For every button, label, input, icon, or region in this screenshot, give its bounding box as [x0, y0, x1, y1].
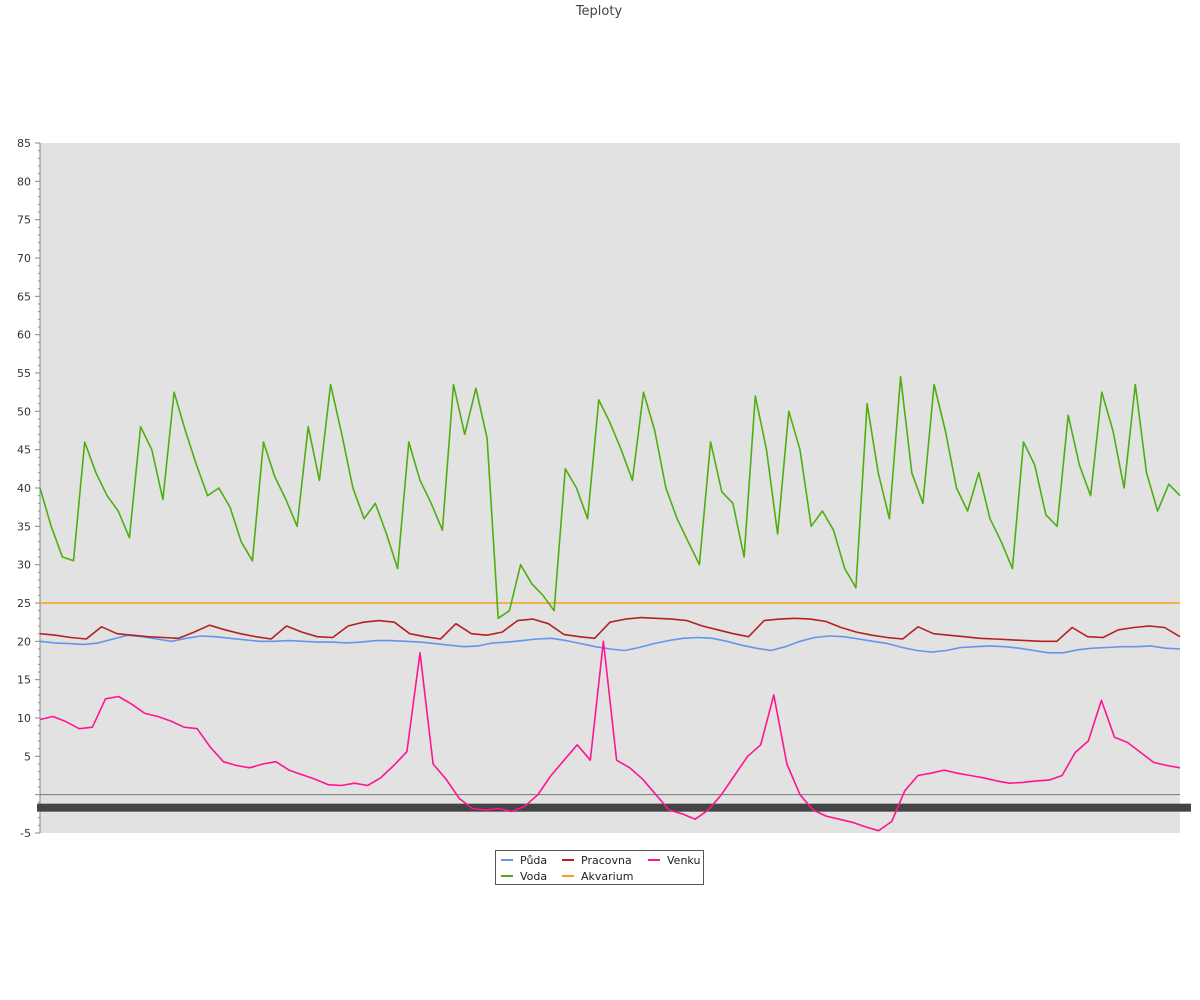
legend-item-pracovna: Pracovna: [562, 854, 632, 867]
y-tick-label: 45: [17, 444, 31, 457]
y-tick-label: 50: [17, 405, 31, 418]
legend-label-venku: Venku: [667, 854, 701, 867]
y-tick-label: 5: [24, 750, 31, 763]
y-tick-label: 20: [17, 635, 31, 648]
y-tick-label: -5: [20, 827, 31, 840]
y-tick-label: 65: [17, 290, 31, 303]
legend-swatch-pracovna: [562, 859, 574, 861]
y-tick-label: 60: [17, 329, 31, 342]
legend-swatch-akvarium: [562, 875, 574, 877]
legend-label-pracovna: Pracovna: [581, 854, 632, 867]
chart-title: Teploty: [575, 4, 623, 19]
y-axis: -5 5 10 15 20 25 30 35 40 45 50 55 60 65 70 75 80 85: [17, 137, 41, 840]
y-tick-label: 70: [17, 252, 31, 265]
x-tick-labels-band: [37, 803, 1191, 812]
legend-label-voda: Voda: [520, 870, 548, 883]
x-axis: [37, 794, 1191, 812]
y-tick-label: 30: [17, 559, 31, 572]
y-tick-label: 25: [17, 597, 31, 610]
plot-area: [40, 143, 1180, 833]
y-tick-label: 75: [17, 214, 31, 227]
legend-item-puda: Půda: [501, 854, 547, 867]
series-line-voda: [39, 375, 1181, 620]
legend: Půda Pracovna Venku Voda Akvarium: [495, 850, 704, 885]
series-line-venku: [39, 640, 1181, 832]
legend-swatch-puda: [501, 859, 513, 861]
series-line-pracovna: [39, 616, 1181, 643]
legend-item-voda: Voda: [501, 870, 547, 883]
legend-swatch-venku: [648, 859, 660, 861]
y-tick-label: 85: [17, 137, 31, 150]
y-tick-label: 15: [17, 674, 31, 687]
series-layer: [39, 375, 1181, 832]
legend-label-akvarium: Akvarium: [581, 870, 634, 883]
y-tick-label: 55: [17, 367, 31, 380]
y-tick-label: 10: [17, 712, 31, 725]
legend-item-venku: Venku: [648, 854, 700, 867]
y-tick-label: 40: [17, 482, 31, 495]
y-tick-label: 80: [17, 175, 31, 188]
legend-item-akvarium: Akvarium: [562, 870, 633, 883]
legend-swatch-voda: [501, 875, 513, 877]
y-tick-label: 35: [17, 520, 31, 533]
legend-label-puda: Půda: [520, 854, 548, 867]
series-line-puda: [39, 634, 1181, 654]
